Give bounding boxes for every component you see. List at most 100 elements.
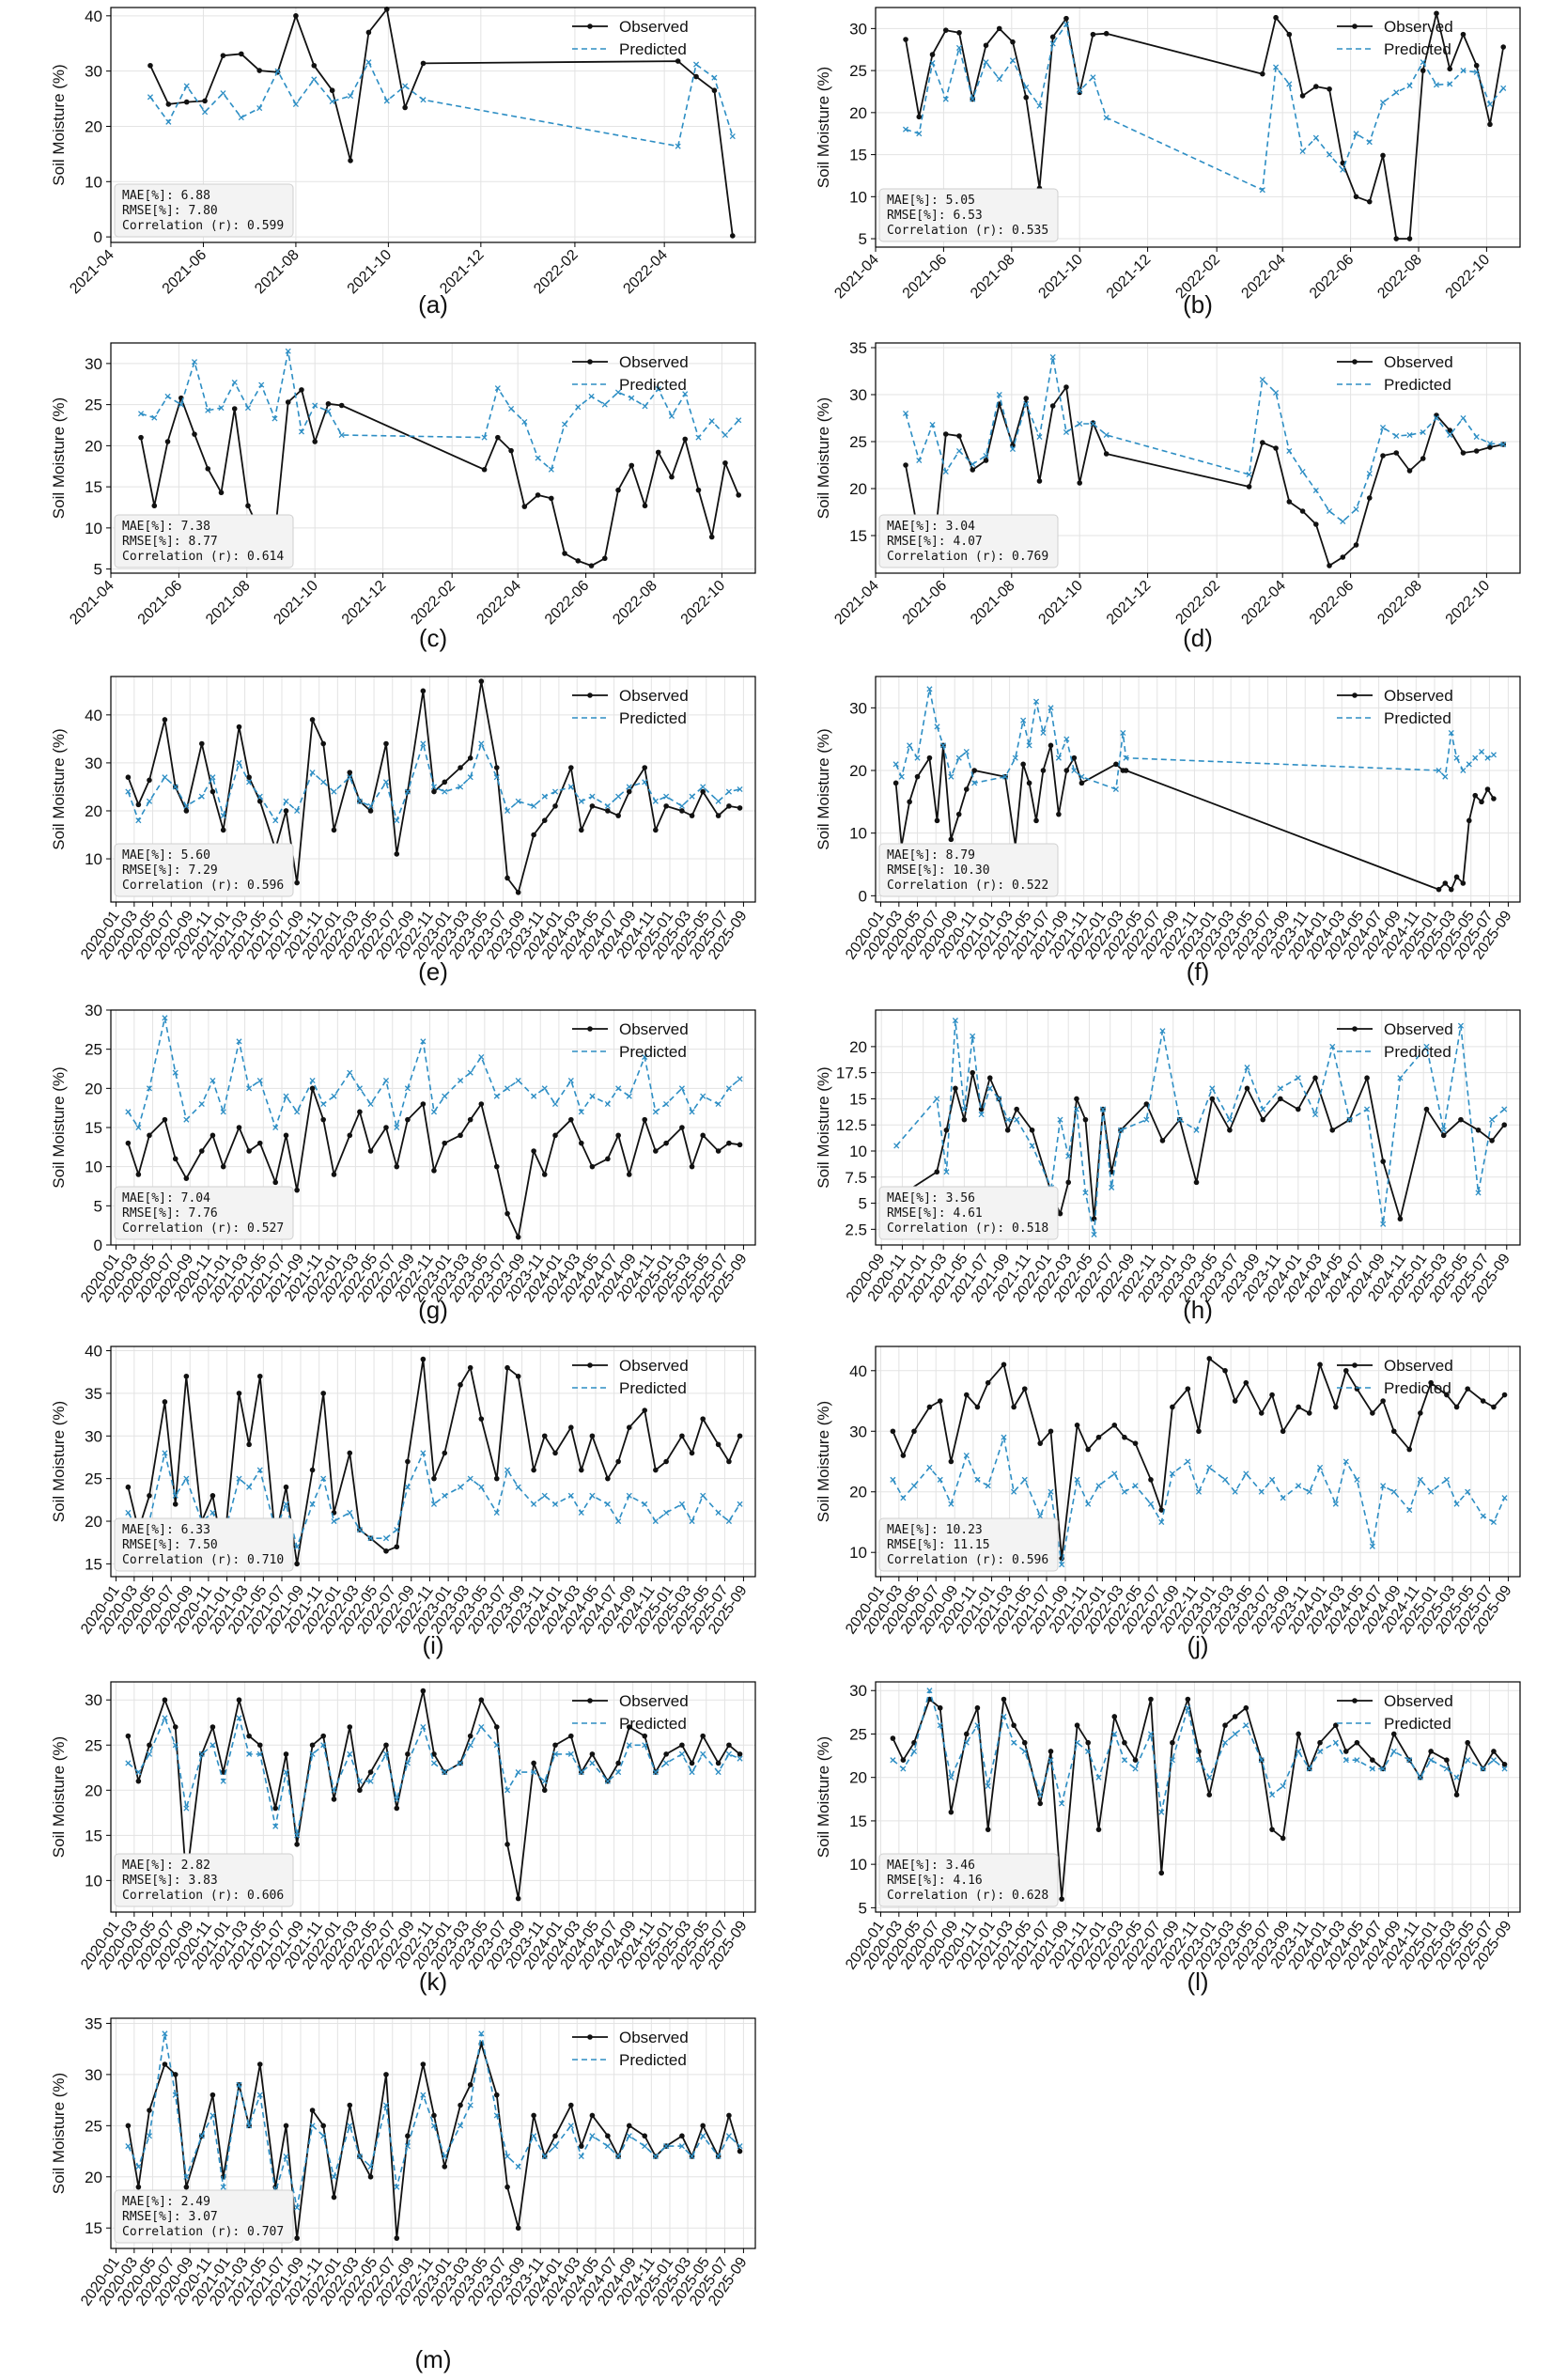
observed-point <box>294 1842 300 1847</box>
predicted-point-stroke <box>900 1766 907 1772</box>
metric-line: Correlation (r): 0.527 <box>122 1221 284 1236</box>
predicted-point <box>457 1484 464 1490</box>
predicted-point <box>1143 1116 1150 1123</box>
predicted-point <box>1195 1757 1203 1764</box>
predicted-point-stroke <box>902 126 909 132</box>
predicted-point-stroke <box>367 1100 374 1108</box>
y-tick-label: 30 <box>85 1427 102 1445</box>
y-tick-label: 10 <box>849 1856 867 1874</box>
predicted-point-stroke <box>172 1492 178 1499</box>
predicted-point <box>689 1517 695 1525</box>
predicted-point <box>331 788 337 795</box>
predicted-point <box>467 1069 473 1076</box>
predicted-series-line <box>127 1717 740 1837</box>
observed-point <box>926 754 933 761</box>
predicted-point-stroke <box>604 802 611 809</box>
observed-point <box>588 563 595 568</box>
predicted-point-stroke <box>1465 1757 1471 1764</box>
predicted-point-stroke <box>575 404 582 411</box>
observed-point <box>1059 1896 1064 1902</box>
x-tick-label: 2021-08 <box>968 252 1018 303</box>
predicted-point <box>1380 1766 1387 1772</box>
observed-point <box>1453 1404 1460 1410</box>
predicted-point <box>210 774 216 781</box>
legend-predicted-label: Predicted <box>619 1043 687 1061</box>
x-tick-label: 2021-12 <box>339 578 390 629</box>
predicted-point-stroke <box>1420 59 1426 66</box>
predicted-point-stroke <box>642 2143 648 2150</box>
observed-point <box>125 774 132 781</box>
observed-point <box>589 2112 596 2119</box>
predicted-point-stroke <box>700 2133 706 2139</box>
predicted-point-stroke <box>626 2133 632 2139</box>
observed-point <box>642 1408 648 1413</box>
predicted-point <box>246 779 253 786</box>
predicted-point-stroke <box>963 748 970 755</box>
predicted-point-stroke <box>1460 767 1467 774</box>
predicted-point-stroke <box>1059 1800 1065 1807</box>
observed-point <box>970 467 976 473</box>
predicted-point <box>1268 1792 1276 1798</box>
predicted-point <box>737 786 743 793</box>
predicted-point-stroke <box>970 96 976 102</box>
predicted-point-stroke <box>1112 786 1119 793</box>
observed-point <box>467 2081 473 2088</box>
predicted-point <box>1077 420 1083 428</box>
predicted-point <box>1490 1757 1497 1764</box>
predicted-point <box>929 59 936 67</box>
y-tick-label: 10 <box>849 825 867 843</box>
metric-line: MAE[%]: 3.56 <box>887 1191 975 1206</box>
predicted-point <box>294 807 301 815</box>
observed-point <box>552 1742 558 1749</box>
predicted-point <box>907 742 913 749</box>
x-tick-label: 2021-04 <box>67 247 117 298</box>
predicted-point-stroke <box>725 788 732 795</box>
predicted-point-stroke <box>244 405 252 412</box>
metric-line: Correlation (r): 0.606 <box>122 1889 284 1903</box>
predicted-point <box>985 1782 991 1790</box>
predicted-point-stroke <box>725 1750 732 1757</box>
predicted-series-line <box>140 350 739 471</box>
predicted-point-stroke <box>210 1077 216 1084</box>
observed-point <box>541 1172 548 1177</box>
predicted-point-stroke <box>1490 752 1497 758</box>
predicted-point-stroke <box>338 431 345 439</box>
predicted-point-stroke <box>1484 754 1491 761</box>
legend-observed-marker <box>587 1698 593 1703</box>
predicted-point-stroke <box>309 2123 316 2129</box>
metrics-box <box>114 843 294 897</box>
predicted-point <box>955 754 962 761</box>
predicted-point <box>329 98 335 105</box>
predicted-point <box>910 1748 918 1755</box>
plot-frame <box>875 342 1521 574</box>
observed-point <box>1491 1404 1497 1410</box>
y-tick-label: 25 <box>85 1470 102 1488</box>
predicted-point <box>220 2184 226 2190</box>
predicted-point <box>283 1093 289 1099</box>
predicted-point-stroke <box>567 2123 574 2129</box>
predicted-point <box>1312 134 1319 141</box>
observed-point <box>515 2225 521 2232</box>
predicted-point <box>467 1742 473 1749</box>
predicted-point <box>1258 1757 1265 1764</box>
predicted-point-stroke <box>678 1085 685 1092</box>
predicted-point-stroke <box>1364 1106 1371 1112</box>
predicted-point-stroke <box>202 109 209 116</box>
observed-point <box>562 551 567 556</box>
predicted-point <box>700 1492 706 1499</box>
predicted-point <box>1423 1043 1430 1050</box>
y-tick-label: 25 <box>849 62 867 80</box>
predicted-point <box>404 788 411 795</box>
observed-point <box>367 1148 374 1154</box>
observed-point <box>1071 754 1078 761</box>
observed-point <box>679 1125 685 1130</box>
predicted-point <box>1065 1153 1072 1159</box>
predicted-point <box>404 2143 411 2150</box>
observed-point <box>1232 1714 1238 1719</box>
predicted-point <box>246 1750 253 1757</box>
predicted-point-stroke <box>1406 83 1413 89</box>
predicted-point-stroke <box>515 2163 521 2170</box>
predicted-point-stroke <box>1417 1476 1423 1483</box>
observed-point <box>1196 1428 1202 1435</box>
